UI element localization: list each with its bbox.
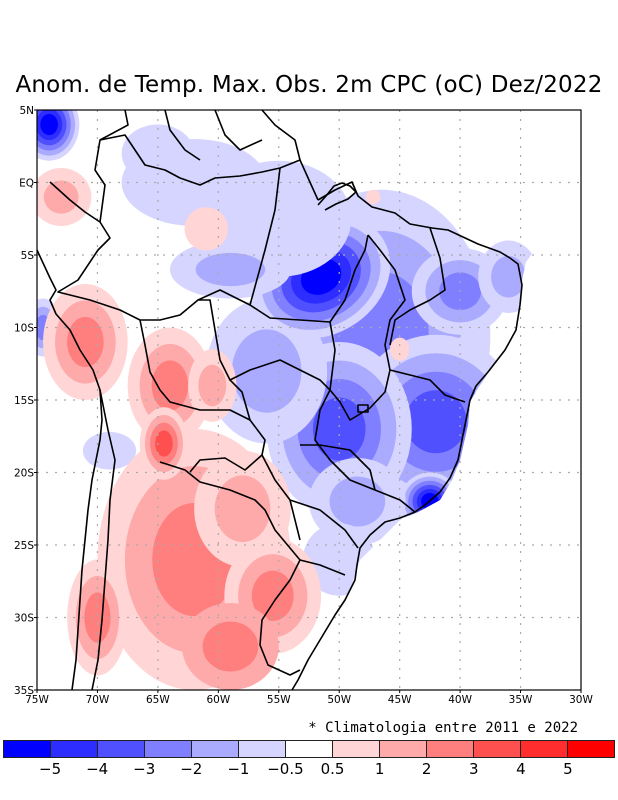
border-state-bahia [389,369,466,403]
anomaly-contour [312,397,366,461]
colorbar [3,740,615,758]
x-tick-label: 40W [448,694,472,706]
anomaly-contour [491,255,526,298]
colorbar-label: 1 [374,760,385,778]
anomaly-contour [195,252,266,287]
colorbar-label: −2 [180,760,203,778]
anomaly-contour [214,475,271,543]
colorbar-cell [568,741,614,757]
colorbar-cell [145,741,192,757]
x-tick-label: 60W [206,694,230,706]
coastline [291,181,523,690]
colorbar-label: −4 [86,760,109,778]
x-tick-label: 65W [146,694,170,706]
border-state-south [289,499,359,549]
border-state-tocantins [329,234,406,421]
border-venezuela-guianas [164,110,301,161]
y-tick-label: 5N [19,105,34,117]
anomaly-contour [40,113,58,136]
anomaly-contour [389,337,410,361]
anomaly-contour [231,329,302,413]
x-tick-label: 35W [509,694,533,706]
border-state-mt [229,359,331,391]
x-tick-label: 55W [267,694,291,706]
colorbar-label: −1 [227,760,250,778]
colorbar-cell [474,741,521,757]
colorbar-cell [380,741,427,757]
x-tick-label: 50W [327,694,351,706]
axis-labels: 75W 70W 65W 60W 55W 50W 45W 40W 35W 30W 5N EQ 5S 10S 1… [14,105,594,706]
colorbar-cell [51,741,98,757]
y-tick-label: 30S [14,613,34,625]
colorbar-cell [98,741,145,757]
country-borders [37,110,523,690]
colorbar-cell [521,741,568,757]
border-colombia [94,110,129,223]
border-state-sp [300,444,376,491]
border-chile-argentina [91,389,116,690]
colorbar-label: 2 [421,760,432,778]
anomaly-contour [151,360,189,411]
colorbar-label: 4 [516,760,526,778]
border-ecuador [49,181,101,223]
colorbar-label: −3 [133,760,156,778]
border-state-nordeste [389,227,446,346]
anomaly-contour [84,592,111,643]
anomaly-contour [67,316,104,368]
y-tick-label: 35S [14,685,34,697]
anomaly-contour [155,430,173,457]
anomaly-contour [365,189,381,205]
border-bolivia-paraguay [159,461,301,561]
colorbar-label: −0.5 [267,760,304,778]
anomaly-contour [202,621,259,672]
colorbar-cell [427,741,474,757]
y-tick-label: 5S [21,250,35,262]
y-tick-label: 25S [14,540,34,552]
colorbar-cell [239,741,286,757]
border-peru-brazil [57,221,266,456]
anomaly-contour [405,390,467,454]
colorbar-label: 5 [563,760,573,778]
colorbar-label: 0.5 [320,760,345,778]
colorbar-cell [192,741,239,757]
anomaly-contour [329,476,386,527]
pacific-coast [37,249,103,690]
x-tick-label: 70W [86,694,110,706]
border-state-rs [299,559,346,576]
anomaly-map: 75W 70W 65W 60W 55W 50W 45W 40W 35W 30W 5N EQ 5S 10S 1… [14,105,594,706]
border-state-mg [314,389,416,513]
x-tick-label: 30W [569,694,593,706]
anomaly-contour [251,570,294,621]
colorbar-cell [333,741,380,757]
anomaly-contour [198,364,227,407]
colorbar-cell [286,741,333,757]
y-tick-label: EQ [19,178,34,190]
anomaly-contour [43,180,79,214]
border-paraguay [189,454,301,541]
colorbar-cell [4,741,51,757]
colorbar-label: −5 [39,760,62,778]
federal-district [357,404,369,413]
y-tick-label: 10S [14,323,34,335]
border-state-para [249,167,369,323]
anomaly-contour [184,207,229,251]
border-state-amazonas [197,289,251,306]
amazon-delta [317,182,357,211]
x-tick-label: 45W [388,694,412,706]
border-argentina-uruguay [259,559,301,676]
colorbar-label: 3 [468,760,479,778]
y-tick-label: 20S [14,468,34,480]
border-bolivia [139,319,251,421]
chart-title: Anom. de Temp. Max. Obs. 2m CPC (oC) Dez… [15,72,603,98]
climatology-note: * Climatologia entre 2011 e 2022 [308,720,578,736]
y-tick-label: 15S [14,395,34,407]
x-tick-label: 75W [25,694,49,706]
